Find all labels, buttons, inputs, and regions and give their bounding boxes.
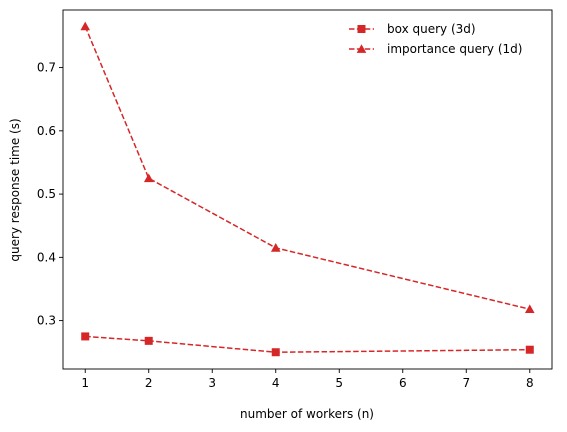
y-tick-label: 0.3 (37, 314, 56, 328)
legend-importance-query-marker (356, 44, 367, 53)
box-query-point (525, 345, 534, 354)
legend-importance-query-label: importance query (1d) (387, 42, 522, 56)
y-tick-label: 0.6 (37, 124, 56, 138)
x-tick-label: 1 (81, 376, 89, 390)
importance-query-point (524, 304, 535, 314)
legend-box-query-marker (357, 25, 366, 33)
y-tick-label: 0.5 (37, 187, 56, 201)
x-axis: 1 2 3 4 5 6 7 8 (81, 369, 534, 390)
x-axis-label: number of workers (n) (240, 407, 374, 421)
box-query-point (271, 348, 280, 357)
x-tick-label: 8 (526, 376, 534, 390)
y-tick-label: 0.4 (37, 250, 56, 264)
x-tick-label: 2 (145, 376, 153, 390)
box-query-point (144, 336, 153, 345)
importance-query-point (80, 21, 91, 31)
importance-query-point (270, 243, 281, 252)
x-tick-label: 3 (208, 376, 216, 390)
y-axis-label: query response time (s) (8, 118, 22, 261)
x-tick-label: 7 (462, 376, 470, 390)
plot-area-frame (62, 9, 553, 370)
series-layer (80, 21, 535, 357)
box-query-point (81, 332, 90, 341)
x-tick-label: 5 (335, 376, 343, 390)
y-tick-label: 0.7 (37, 61, 56, 75)
box-query-line (85, 335, 530, 353)
x-tick-label: 6 (399, 376, 407, 390)
y-axis: 0.3 0.4 0.5 0.6 0.7 (37, 61, 63, 328)
importance-query-line (84, 26, 530, 310)
x-tick-label: 4 (272, 376, 280, 390)
legend: box query (3d) importance query (1d) (349, 22, 522, 56)
legend-box-query-label: box query (3d) (387, 22, 476, 36)
importance-query-point (143, 173, 154, 183)
